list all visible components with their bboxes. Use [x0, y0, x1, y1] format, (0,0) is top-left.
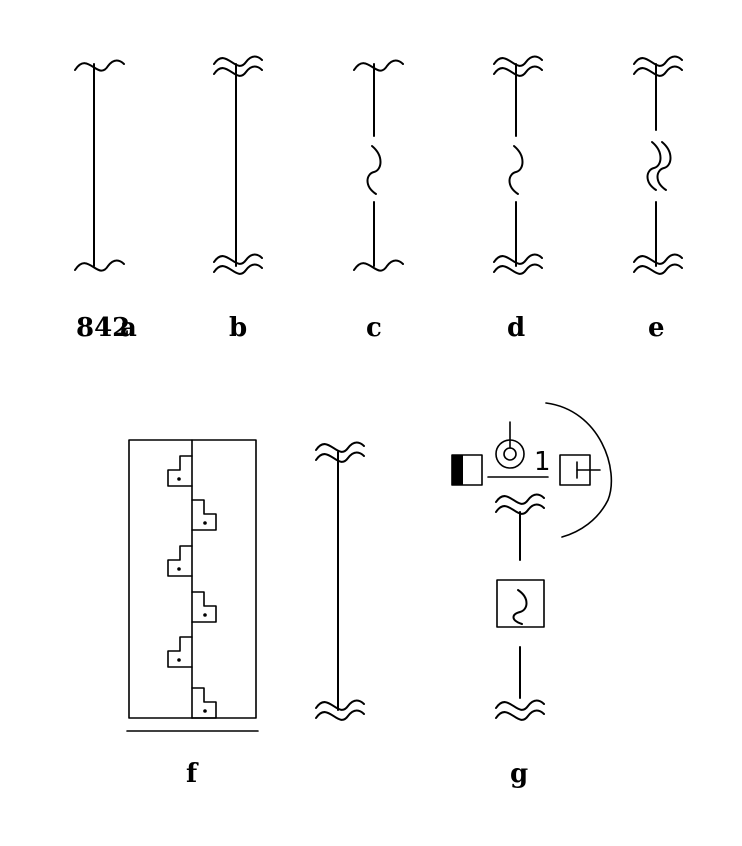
label-f: f — [186, 759, 199, 789]
section-bottom-tilde-2 — [315, 709, 365, 721]
symbol-g-bottom-tilde-2 — [495, 709, 545, 721]
symbol-g: 1 — [451, 402, 613, 721]
large-arc — [545, 402, 613, 538]
symbol-c-bottom-tilde — [353, 259, 404, 272]
half-filled-block-fill — [452, 455, 463, 485]
wave-box-wave — [512, 589, 528, 625]
symbol-b-top-tilde-2 — [213, 65, 263, 77]
label-b: b — [229, 313, 247, 343]
symbol-g-top-tilde-2 — [495, 503, 545, 515]
figure-number-label: 842 — [76, 313, 130, 343]
symbol-b-bottom-tilde-1 — [213, 253, 263, 265]
symbol-c — [353, 59, 404, 272]
symbol-e-bottom-tilde-2 — [633, 263, 683, 275]
label-d: d — [507, 313, 525, 343]
symbol-c-wave — [366, 145, 382, 195]
symbol-e-bottom-tilde-1 — [633, 253, 683, 265]
label-e: e — [648, 313, 665, 343]
label-a: a — [120, 313, 137, 343]
step-marker-left-2 — [167, 545, 193, 577]
label-c: c — [366, 313, 382, 343]
step-marker-right-3 — [191, 687, 217, 719]
symbol-f-section — [315, 441, 365, 721]
symbol-e-top-tilde-1 — [633, 55, 683, 67]
symbol-b — [213, 55, 263, 275]
symbol-b-top-tilde-1 — [213, 55, 263, 67]
symbol-d-top-tilde-1 — [493, 55, 543, 67]
symbol-b-bottom-tilde-2 — [213, 263, 263, 275]
step-marker-left-1 — [167, 455, 193, 487]
symbol-d-bottom-tilde-2 — [493, 263, 543, 275]
symbol-d — [493, 55, 543, 275]
symbol-d-bottom-tilde-1 — [493, 253, 543, 265]
marker-number: 1 — [534, 447, 551, 477]
label-g: g — [510, 759, 528, 789]
symbol-c-top-tilde — [353, 59, 404, 72]
step-marker-right-1 — [191, 499, 217, 531]
symbol-e-wave-2 — [656, 141, 672, 191]
section-top-tilde-1 — [315, 441, 365, 453]
symbol-d-wave — [508, 145, 524, 195]
wave-box — [496, 579, 545, 628]
symbol-d-top-tilde-2 — [493, 65, 543, 77]
symbol-f — [126, 439, 259, 732]
symbol-e — [633, 55, 683, 275]
step-marker-right-2 — [191, 591, 217, 623]
symbol-g-top-tilde-1 — [495, 493, 545, 505]
symbol-e-wave-1 — [646, 141, 662, 191]
step-marker-left-3 — [167, 636, 193, 668]
symbol-a — [74, 59, 125, 272]
symbol-e-top-tilde-2 — [633, 65, 683, 77]
section-bottom-tilde-1 — [315, 699, 365, 711]
inner-circle-icon — [503, 447, 517, 461]
symbol-g-bottom-tilde-1 — [495, 699, 545, 711]
symbol-a-bottom-tilde — [74, 259, 125, 272]
symbol-a-top-tilde — [74, 59, 125, 72]
section-top-tilde-2 — [315, 451, 365, 463]
